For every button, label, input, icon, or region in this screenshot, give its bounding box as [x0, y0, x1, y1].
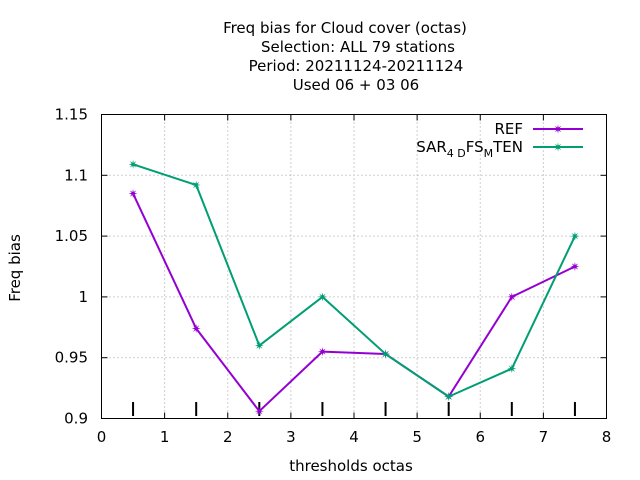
data-point	[254, 406, 264, 416]
y-tick-label: 1.15	[55, 106, 88, 124]
data-point	[254, 341, 264, 351]
series-line-0	[132, 193, 576, 413]
legend-label-sar: SAR4 DFSMTEN	[416, 138, 523, 160]
data-point	[191, 324, 201, 334]
y-tick-label: 0.9	[64, 410, 88, 428]
x-tick-labels: 0 1 2 3 4 5 6 7 8	[97, 428, 612, 446]
legend-sar-sub-2: M	[484, 147, 494, 160]
series-line-1	[132, 163, 576, 398]
data-point	[317, 292, 327, 302]
grid	[101, 114, 607, 419]
legend-sar-part-b: FS	[466, 138, 484, 156]
x-tick-label: 5	[412, 428, 422, 446]
legend-marker-sar	[553, 142, 563, 152]
x-tick-label: 3	[286, 428, 296, 446]
data-point	[191, 180, 201, 190]
title-line-2: Selection: ALL 79 stations	[261, 38, 455, 56]
x-axis-label: thresholds octas	[289, 457, 413, 475]
x-tick-label: 2	[223, 428, 233, 446]
data-point	[570, 231, 580, 241]
chart-title: Freq bias for Cloud cover (octas) Select…	[223, 19, 467, 94]
data-point	[317, 347, 327, 357]
legend-marker-ref	[553, 124, 563, 134]
title-line-1: Freq bias for Cloud cover (octas)	[223, 19, 467, 37]
title-line-4: Used 06 + 03 06	[293, 76, 419, 94]
x-tick-label: 1	[160, 428, 170, 446]
y-tick-label: 1	[78, 288, 88, 306]
legend-sar-part-a: SAR	[416, 138, 446, 156]
data-point	[444, 392, 454, 402]
data-point	[507, 292, 517, 302]
plot-frame	[101, 114, 607, 419]
legend-sar-part-c: TEN	[492, 138, 523, 156]
y-tick-label: 1.05	[55, 227, 88, 245]
x-tick-label: 6	[475, 428, 485, 446]
series-lines	[128, 159, 580, 416]
y-axis-label: Freq bias	[6, 234, 24, 302]
legend-sar-sub-1: 4 D	[447, 147, 466, 160]
data-point	[570, 262, 580, 271]
y-tick-label: 1.1	[64, 166, 88, 184]
x-tick-label: 8	[602, 428, 612, 446]
y-tick-labels: 0.9 0.95 1 1.05 1.1 1.15	[55, 106, 88, 428]
title-line-3: Period: 20211124-20211124	[249, 57, 464, 75]
data-point	[507, 364, 517, 374]
x-tick-label: 0	[97, 428, 107, 446]
data-point	[381, 349, 391, 359]
y-tick-label: 0.95	[55, 349, 88, 367]
x-tick-label: 7	[539, 428, 549, 446]
legend: REF SAR4 DFSMTEN	[416, 120, 583, 160]
data-point	[128, 189, 138, 199]
legend-label-ref: REF	[494, 120, 523, 138]
data-point	[128, 159, 138, 169]
x-tick-label: 4	[349, 428, 359, 446]
